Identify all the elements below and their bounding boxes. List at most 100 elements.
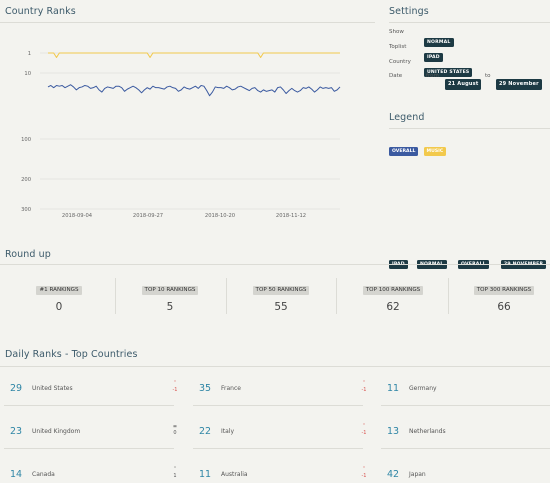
roundup-title: Round up <box>5 249 51 260</box>
trend-down-icon: ˇ <box>362 424 366 430</box>
daily-rank-item[interactable]: 11 Australia ˇ -1 <box>193 456 373 483</box>
rank-change: ˇ -1 <box>360 381 368 393</box>
roundup-separator <box>115 278 116 314</box>
series-line-music <box>48 52 340 58</box>
trend-change-value: -1 <box>361 473 367 479</box>
date-label: Date <box>389 73 403 79</box>
roundup-col-top100: TOP 100 RANKINGS 62 <box>338 276 448 316</box>
trend-up-icon: ˆ <box>173 467 177 473</box>
daily-rank-country: France <box>221 385 241 392</box>
show-value-badge[interactable]: NORMAL <box>424 38 454 47</box>
daily-rank-country: Japan <box>409 471 426 478</box>
date-from-label: from <box>426 73 439 79</box>
date-from-value[interactable]: 21 August <box>445 79 482 90</box>
daily-rank-country: Italy <box>221 428 235 435</box>
chart-series <box>47 52 341 97</box>
daily-divider <box>0 366 550 367</box>
daily-rank-item[interactable]: 11Germanyˇ <box>381 370 550 406</box>
daily-row-divider <box>193 405 363 406</box>
roundup-col-top300: TOP 300 RANKINGS 66 <box>449 276 550 316</box>
roundup-col-top50: TOP 50 RANKINGS 55 <box>226 276 336 316</box>
legend-divider <box>389 128 550 129</box>
date-to-value[interactable]: 29 November <box>496 79 542 90</box>
country-ranks-chart: 1 10 100 200 300 2018-09-04 2018-09-27 2018-10… <box>21 51 341 219</box>
legend-title: Legend <box>389 112 425 123</box>
rank-change: ˇ -1 <box>360 424 368 436</box>
y-tick-label: 100 <box>21 137 31 143</box>
roundup-value: 55 <box>274 301 288 313</box>
rank-change: ˇ -1 <box>171 381 179 393</box>
x-tick-label: 2018-10-20 <box>205 213 235 219</box>
daily-rank-item[interactable]: 42Japanˇ <box>381 456 550 483</box>
country-ranks-divider <box>0 22 375 23</box>
daily-rank-value: 35 <box>199 383 212 394</box>
y-tick-label: 300 <box>21 207 31 213</box>
roundup-separator <box>448 278 449 314</box>
daily-row-divider <box>381 448 550 449</box>
settings-divider <box>389 22 550 23</box>
roundup-value: 5 <box>166 301 174 313</box>
x-tick-label: 2018-09-04 <box>62 213 93 219</box>
daily-rank-value: 42 <box>387 469 400 480</box>
show-label: Show <box>389 29 404 35</box>
roundup-col-top1: #1 RANKINGS 0 <box>4 276 114 316</box>
roundup-label: TOP 300 RANKINGS <box>473 286 535 295</box>
daily-row-divider <box>193 448 363 449</box>
roundup-separator <box>336 278 337 314</box>
daily-rank-value: 11 <box>199 469 212 480</box>
trend-down-icon: ˇ <box>362 381 366 387</box>
daily-rank-item[interactable]: 35 France ˇ -1 <box>193 370 373 406</box>
trend-change-value: -1 <box>361 430 367 436</box>
toplist-label: Toplist <box>389 44 407 50</box>
roundup-value: 66 <box>497 301 511 313</box>
country-ranks-title: Country Ranks <box>5 6 76 17</box>
y-tick-label: 200 <box>21 177 31 183</box>
country-label: Country <box>389 59 411 65</box>
roundup-label: #1 RANKINGS <box>36 286 82 295</box>
chart-grid <box>40 52 340 210</box>
toplist-value-badge[interactable]: IPAD <box>424 53 443 62</box>
daily-rank-country: Netherlands <box>409 428 446 435</box>
chart-x-ticks: 2018-09-04 2018-09-27 2018-10-20 2018-11-12 <box>62 213 306 219</box>
rank-change: = 0 <box>171 424 179 436</box>
daily-rank-item[interactable]: 13Netherlandsˇ <box>381 413 550 449</box>
date-to-label: to <box>485 73 491 79</box>
y-tick-label: 10 <box>24 71 31 77</box>
legend-overall[interactable]: OVERALL <box>389 147 419 156</box>
daily-row-divider <box>4 405 174 406</box>
daily-rank-country: Canada <box>32 471 55 478</box>
daily-rank-country: United Kingdom <box>32 428 81 435</box>
x-tick-label: 2018-09-27 <box>133 213 163 219</box>
daily-rank-country: United States <box>32 385 73 392</box>
daily-rank-value: 14 <box>10 469 23 480</box>
roundup-label: TOP 100 RANKINGS <box>362 286 424 295</box>
roundup-divider <box>0 264 550 265</box>
daily-rank-value: 11 <box>387 383 400 394</box>
daily-rank-item[interactable]: 29 United States ˇ -1 <box>4 370 184 406</box>
country-value-badge[interactable]: UNITED STATES <box>424 68 473 77</box>
daily-rank-value: 22 <box>199 426 212 437</box>
trend-down-icon: ˇ <box>173 381 177 387</box>
series-line-overall <box>47 84 341 97</box>
roundup-value: 62 <box>386 301 400 313</box>
daily-rank-item[interactable]: 14 Canada ˆ 1 <box>4 456 184 483</box>
trend-change-value: -1 <box>172 387 178 393</box>
chart-y-ticks: 1 10 100 200 300 <box>21 51 31 213</box>
roundup-label: TOP 10 RANKINGS <box>141 286 199 295</box>
settings-title: Settings <box>389 6 429 17</box>
roundup-value: 0 <box>55 301 63 313</box>
daily-rank-item[interactable]: 23 United Kingdom = 0 <box>4 413 184 449</box>
legend-music[interactable]: MUSIC <box>423 147 447 156</box>
rank-change: ˇ -1 <box>360 467 368 479</box>
trend-down-icon: ˇ <box>362 467 366 473</box>
daily-rank-value: 23 <box>10 426 23 437</box>
daily-rank-item[interactable]: 22 Italy ˇ -1 <box>193 413 373 449</box>
daily-rank-country: Australia <box>221 471 248 478</box>
roundup-label: TOP 50 RANKINGS <box>252 286 310 295</box>
daily-rank-value: 29 <box>10 383 23 394</box>
x-tick-label: 2018-11-12 <box>276 213 306 219</box>
daily-rank-country: Germany <box>409 385 437 392</box>
daily-title: Daily Ranks - Top Countries <box>5 349 138 360</box>
daily-row-divider <box>4 448 174 449</box>
